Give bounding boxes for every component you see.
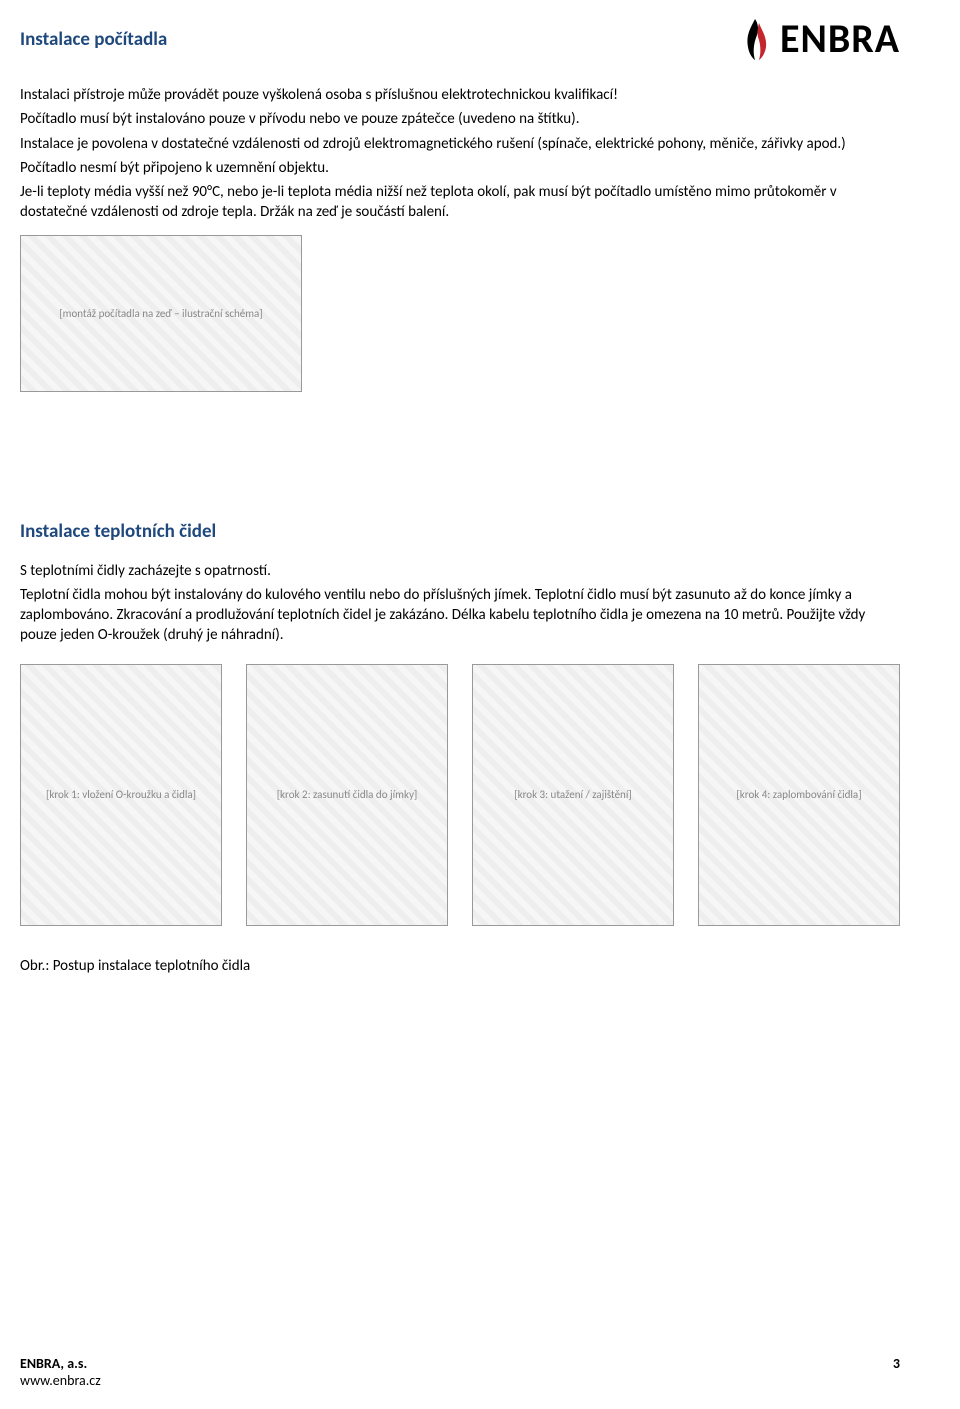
section2-p2: Teplotní čidla mohou být instalovány do … xyxy=(20,585,900,646)
footer-url: www.enbra.cz xyxy=(20,1372,101,1389)
section1-heading: Instalace počítadla xyxy=(20,28,167,51)
sensor-diagram-4: [krok 4: zaplombování čidla] xyxy=(698,664,900,926)
section2-p1: S teplotními čidly zacházejte s opatrnos… xyxy=(20,561,900,581)
figure-caption: Obr.: Postup instalace teplotního čidla xyxy=(20,956,900,976)
sensor-diagram-2-alt: [krok 2: zasunutí čidla do jímky] xyxy=(277,788,418,801)
section2-heading: Instalace teplotních čidel xyxy=(20,520,900,543)
section1-p3: Instalace je povolena v dostatečné vzdál… xyxy=(20,134,900,154)
section1-p2: Počítadlo musí být instalováno pouze v p… xyxy=(20,109,900,129)
logo-text: ENBRA xyxy=(780,14,900,63)
sensor-diagram-4-alt: [krok 4: zaplombování čidla] xyxy=(736,788,861,801)
sensor-diagram-3-alt: [krok 3: utažení / zajištění] xyxy=(514,788,632,801)
sensor-diagram-3: [krok 3: utažení / zajištění] xyxy=(472,664,674,926)
section1-p5: Je-li teploty média vyšší než 90°C, nebo… xyxy=(20,182,900,223)
section1-p4: Počítadlo nesmí být připojeno k uzemnění… xyxy=(20,158,900,178)
section1-p1: Instalaci přístroje může provádět pouze … xyxy=(20,85,900,105)
wall-mount-figure: [montáž počítadla na zeď – ilustrační sc… xyxy=(20,235,302,392)
wall-mount-figure-alt: [montáž počítadla na zeď – ilustrační sc… xyxy=(59,307,262,320)
sensor-diagram-1: [krok 1: vložení O-kroužku a čidla] xyxy=(20,664,222,926)
footer-company: ENBRA, a.s. xyxy=(20,1355,87,1372)
sensor-diagram-2: [krok 2: zasunutí čidla do jímky] xyxy=(246,664,448,926)
flame-icon xyxy=(742,17,772,61)
page-footer: ENBRA, a.s. www.enbra.cz 3 xyxy=(20,1355,900,1389)
sensor-diagram-1-alt: [krok 1: vložení O-kroužku a čidla] xyxy=(46,788,196,801)
page-number: 3 xyxy=(893,1355,900,1389)
sensor-install-diagram-row: [krok 1: vložení O-kroužku a čidla] [kro… xyxy=(20,664,900,926)
brand-logo: ENBRA xyxy=(742,14,900,63)
